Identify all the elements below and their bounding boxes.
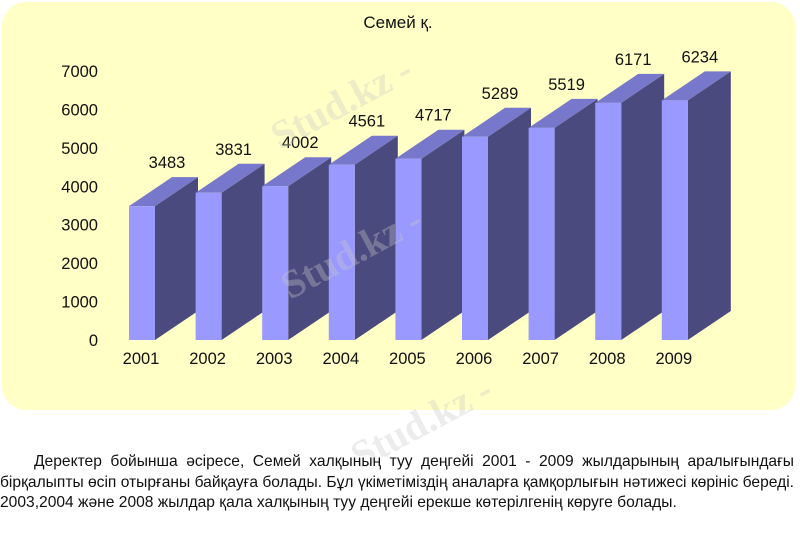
bar-side — [488, 107, 531, 341]
value-label: 4561 — [348, 113, 385, 131]
bar — [661, 71, 731, 341]
x-tick-label: 2001 — [123, 350, 160, 368]
bar-front — [328, 164, 355, 340]
y-axis: 0 1000 2000 3000 4000 5000 6000 7000 — [61, 63, 98, 350]
bar-side — [421, 129, 465, 340]
y-tick-label: 0 — [89, 332, 98, 350]
y-tick-label: 3000 — [61, 217, 98, 235]
bars — [129, 71, 731, 341]
value-label: 6171 — [615, 51, 652, 69]
bar-top — [595, 73, 665, 103]
bar-top — [528, 98, 598, 128]
value-label: 5519 — [548, 76, 585, 94]
bar-front — [195, 192, 222, 340]
value-label: 4717 — [415, 107, 452, 125]
bar — [395, 129, 465, 340]
y-tick-label: 1000 — [61, 294, 98, 312]
x-tick-label: 2003 — [256, 350, 293, 368]
y-tick-label: 6000 — [61, 101, 98, 119]
bar — [462, 107, 531, 341]
x-tick-label: 2007 — [522, 350, 559, 368]
value-label: 3483 — [149, 154, 186, 172]
value-label: 5289 — [482, 85, 519, 103]
bar-side — [621, 73, 665, 340]
bar-top — [262, 157, 332, 187]
bar-side — [288, 157, 332, 340]
value-label: 4002 — [282, 134, 319, 152]
bar-front — [528, 127, 555, 340]
bar-front — [129, 206, 155, 340]
x-axis: 2001 2002 2003 2004 2005 2006 2007 2008 2009 — [123, 350, 693, 368]
caption-text: Деректер бойынша әсіресе, Семей халқының… — [0, 453, 794, 511]
y-tick-label: 4000 — [61, 178, 98, 196]
bar — [262, 157, 332, 340]
bar-top — [661, 71, 731, 101]
bar — [129, 177, 198, 340]
y-tick-label: 5000 — [61, 140, 98, 158]
bar — [195, 163, 265, 340]
bar — [595, 73, 665, 340]
bar-side — [221, 163, 265, 340]
chart-title: Семей қ. — [363, 13, 432, 32]
bar-front — [595, 102, 622, 340]
x-tick-label: 2009 — [655, 350, 692, 368]
bar-front — [462, 136, 488, 340]
x-tick-label: 2002 — [189, 350, 226, 368]
bar — [528, 98, 598, 340]
y-tick-label: 2000 — [61, 255, 98, 273]
caption-paragraph: Деректер бойынша әсіресе, Семей халқының… — [0, 452, 794, 514]
bar-front — [262, 186, 289, 340]
bar-top — [395, 129, 465, 159]
x-tick-label: 2008 — [589, 350, 626, 368]
bar-top — [195, 163, 265, 193]
bar-front — [661, 100, 688, 341]
bar-top — [328, 135, 398, 165]
bar-top — [129, 177, 198, 207]
value-labels: 3483 3831 4002 4561 4717 5289 5519 6171 6234 — [149, 48, 719, 172]
bar-chart: Семей қ. 0 1000 2000 3000 4000 5000 6000 7000 2… — [61, 13, 731, 368]
bar-top — [462, 107, 531, 137]
y-tick-label: 7000 — [61, 63, 98, 81]
x-tick-label: 2006 — [456, 350, 493, 368]
bar-side — [554, 98, 598, 340]
bar-side — [687, 71, 731, 341]
x-tick-label: 2004 — [322, 350, 359, 368]
bar-side — [354, 135, 398, 340]
bar-front — [395, 158, 422, 340]
bar-side — [155, 177, 198, 340]
bar — [328, 135, 398, 340]
value-label: 3831 — [215, 141, 252, 159]
x-tick-label: 2005 — [389, 350, 426, 368]
value-label: 6234 — [681, 48, 718, 66]
